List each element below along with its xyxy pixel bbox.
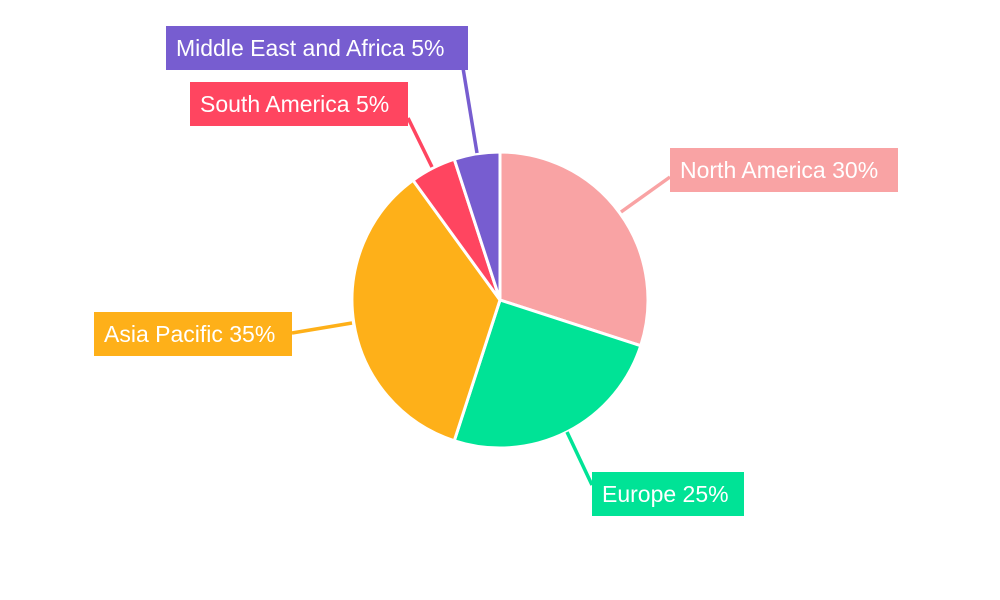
leader-line [565,431,594,486]
pie-slice-europe [452,298,643,450]
slice-label: Middle East and Africa 5% [166,26,468,70]
leader-line [291,321,353,335]
pie-slice-asia-pacific [350,178,502,443]
slice-label: Europe 25% [592,472,744,516]
leader-line [619,175,672,214]
leader-line [461,67,479,154]
slice-label: North America 30% [670,148,898,192]
slice-label: South America 5% [190,82,408,126]
slice-label: Asia Pacific 35% [94,312,292,356]
leader-line [406,117,434,168]
pie-slice-north-america [498,150,650,348]
pie-slice-middle-east-and-africa [452,150,502,301]
